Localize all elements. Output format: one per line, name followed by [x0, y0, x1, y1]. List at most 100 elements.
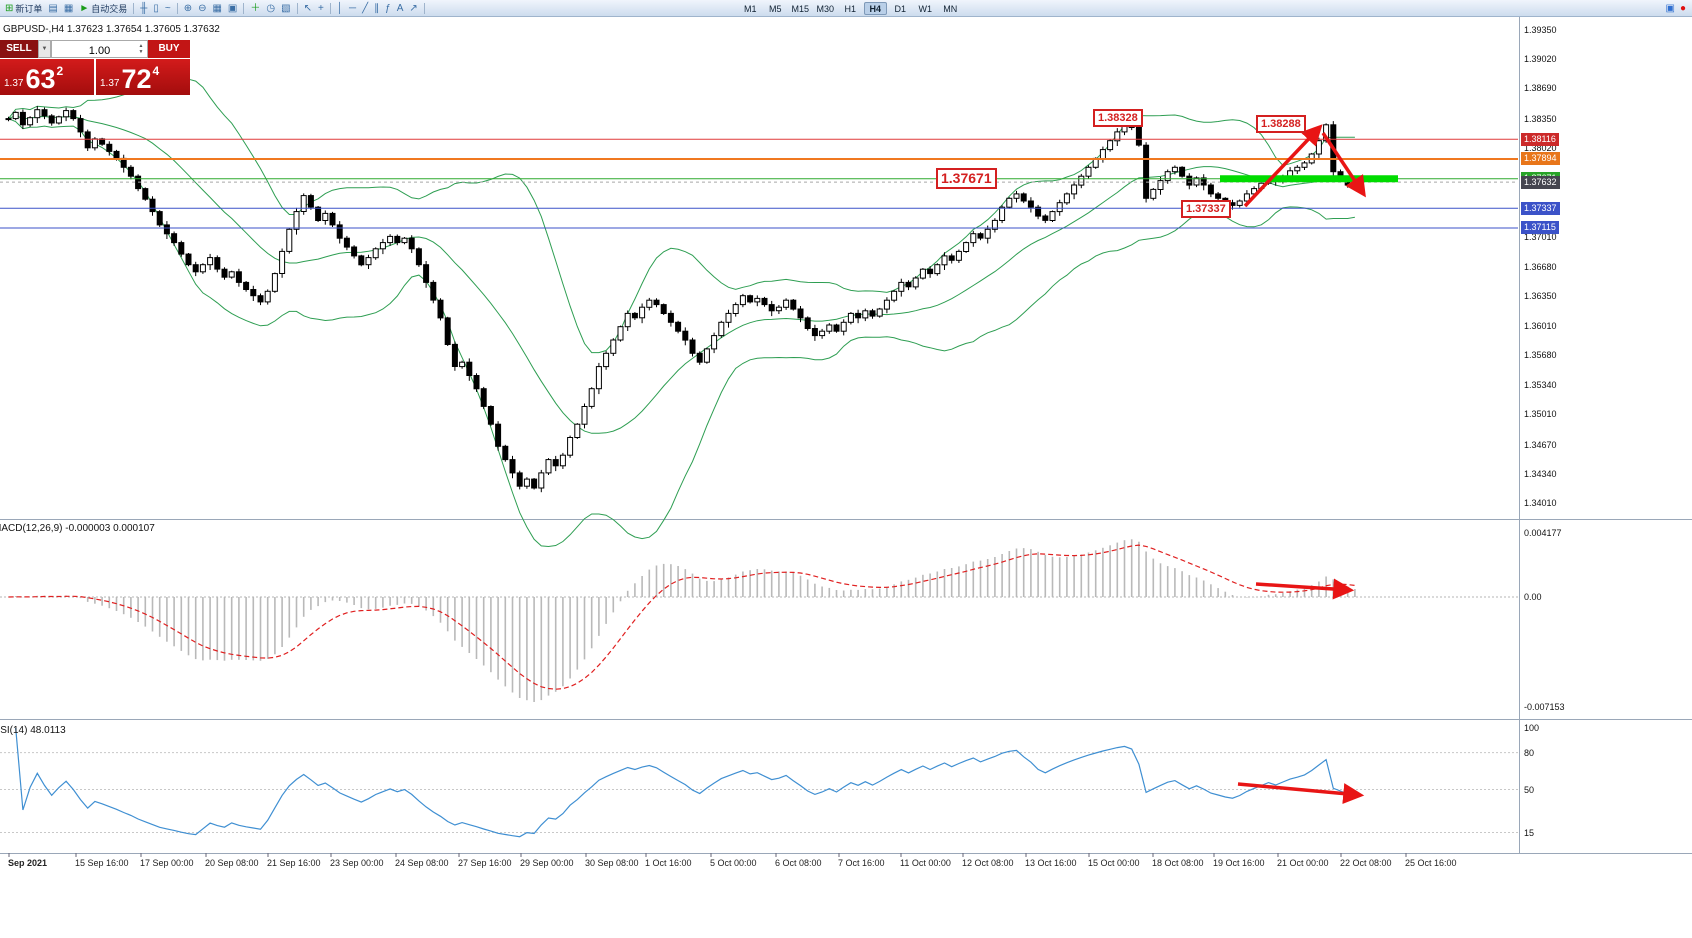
templates-icon[interactable]: ▧: [278, 1, 293, 16]
toolbar-separator: [296, 2, 298, 14]
horizontal-line-icon[interactable]: ─: [346, 1, 359, 16]
time-axis-label: 7 Oct 16:00: [838, 858, 885, 868]
toolbar-separator: [176, 2, 178, 14]
autotrading-button[interactable]: ► 自动交易: [76, 1, 130, 16]
price-axis-label: 1.34340: [1524, 468, 1557, 479]
price-annotation[interactable]: 1.38288: [1256, 115, 1306, 133]
text-label-icon: A: [396, 2, 404, 14]
toolbar-separator: [133, 2, 135, 14]
macd-signal-line: [8, 544, 1355, 690]
time-axis-label: 19 Oct 16:00: [1213, 858, 1265, 868]
price-axis-label: 1.38020: [1524, 142, 1557, 153]
profiles-icon[interactable]: ▦: [61, 1, 76, 16]
time-axis-label: 13 Oct 16:00: [1025, 858, 1077, 868]
status-panel-icon[interactable]: ▣: [1665, 2, 1675, 14]
time-axis-label: 30 Sep 08:00: [585, 858, 639, 868]
price-axis-label: 1.39350: [1524, 25, 1557, 35]
price-axis-label: 1.39020: [1524, 54, 1557, 65]
rsi-axis-label: 80: [1524, 747, 1535, 758]
toolbar-separator: [329, 2, 331, 14]
volume-value[interactable]: 1.00: [88, 45, 111, 57]
price-annotation[interactable]: 1.38328: [1093, 109, 1143, 127]
timeframe-m1[interactable]: M1: [744, 3, 757, 14]
arrows-tool-icon[interactable]: ↗: [406, 1, 420, 16]
text-label-icon[interactable]: A: [394, 1, 407, 16]
line-chart-icon: ~: [164, 2, 171, 14]
rsi-line: [15, 727, 1356, 838]
candlestick-chart-icon[interactable]: ▯: [150, 1, 162, 16]
toolbar-separator: [243, 2, 245, 14]
tile-windows-icon[interactable]: ▦: [209, 1, 224, 16]
price-axis-label: 1.35010: [1524, 409, 1557, 420]
time-axis-label: 18 Oct 08:00: [1152, 858, 1204, 868]
macd-axis-label: -0.007153: [1524, 701, 1565, 712]
price-annotation[interactable]: 1.37671: [936, 168, 997, 189]
charts-grid-icon[interactable]: ▤: [45, 1, 60, 16]
time-axis-label: 15 Sep 16:00: [75, 858, 129, 868]
zoom-in-icon[interactable]: ⊕: [181, 1, 195, 16]
trendline-icon: ╱: [362, 2, 369, 14]
crosshair-icon: +: [317, 2, 324, 14]
zoom-out-icon[interactable]: ⊖: [195, 1, 209, 16]
timeframe-m15[interactable]: M15: [791, 3, 810, 14]
toolbar-separator: [423, 2, 425, 14]
time-axis-label: 5 Oct 00:00: [710, 858, 757, 868]
price-axis-tag: 1.38116: [1521, 132, 1559, 146]
timeframe-m5[interactable]: M5: [769, 3, 782, 14]
time-axis-label: 15 Oct 00:00: [1088, 858, 1140, 868]
auto-arrange-icon: ▣: [227, 2, 238, 14]
volume-dropdown-icon[interactable]: ▼: [38, 40, 51, 58]
time-axis-label: 12 Oct 08:00: [962, 858, 1014, 868]
new-order-button-label: 新订单: [15, 3, 43, 14]
buy-button[interactable]: BUY: [148, 40, 190, 58]
bar-chart-icon[interactable]: ╫: [137, 1, 150, 16]
zoom-in-icon: ⊕: [183, 2, 193, 14]
timeframe-h1[interactable]: H1: [844, 3, 857, 14]
timeframe-h4[interactable]: H4: [863, 1, 887, 15]
sell-price-button[interactable]: 1.37 63 2: [0, 59, 94, 95]
toolbar-right-icons: ▣ ●: [1666, 3, 1691, 14]
cursor-icon[interactable]: ↖: [301, 1, 315, 16]
volume-spinner: ▲ ▼: [136, 42, 146, 56]
fibonacci-icon[interactable]: ƒ: [382, 1, 394, 16]
time-axis-label: 1 Oct 16:00: [645, 858, 692, 868]
trendline-icon[interactable]: ╱: [359, 1, 371, 16]
sell-button[interactable]: SELL: [0, 40, 38, 58]
timeframe-w1[interactable]: W1: [918, 3, 933, 14]
price-axis-label: 1.38350: [1524, 113, 1557, 124]
channel-icon[interactable]: ∥: [371, 1, 382, 16]
new-order-button[interactable]: ⊞ 新订单: [2, 1, 45, 16]
macd-axis-label: 0.00: [1524, 592, 1542, 602]
one-click-trading-panel: SELL ▼ 1.00 ▲ ▼ BUY 1.37 63 2 1.37 72 4: [0, 40, 190, 95]
time-axis-label: Sep 2021: [8, 858, 48, 868]
macd-label: MACD(12,26,9) -0.000003 0.000107: [0, 523, 155, 534]
price-annotation[interactable]: 1.37337: [1181, 200, 1231, 218]
cursor-icon: ↖: [303, 2, 312, 14]
time-axis-label: 20 Sep 08:00: [205, 858, 259, 868]
period-clock-icon: ◷: [266, 2, 276, 14]
fibonacci-icon: ƒ: [385, 2, 391, 14]
record-dot-icon[interactable]: ●: [1679, 2, 1686, 14]
tile-windows-icon: ▦: [212, 2, 222, 14]
spin-up-icon[interactable]: ▲: [138, 43, 144, 49]
add-indicator-icon[interactable]: ＋: [247, 1, 263, 16]
macd-histogram: [14, 539, 1356, 702]
buy-price-button[interactable]: 1.37 72 4: [96, 59, 190, 95]
period-clock-icon[interactable]: ◷: [263, 1, 278, 16]
toolbar: ⊞ 新订单 ▤ ▦ ► 自动交易 ╫ ▯ ~ ⊕ ⊖ ▦ ▣ ＋ ◷ ▧ ↖ + │ ─ ╱ ∥ ƒ A ↗ M1 M5 M15 M30…: [0, 0, 1692, 17]
timeframe-d1[interactable]: D1: [894, 3, 907, 14]
price-axis-label: 1.36680: [1524, 261, 1557, 272]
line-chart-icon[interactable]: ~: [162, 1, 174, 16]
trend-arrows[interactable]: [1237, 124, 1366, 805]
bar-chart-icon: ╫: [140, 2, 148, 14]
auto-arrange-icon[interactable]: ▣: [225, 1, 240, 16]
vertical-line-icon[interactable]: │: [334, 1, 346, 16]
spin-down-icon[interactable]: ▼: [138, 49, 144, 55]
volume-field[interactable]: 1.00 ▲ ▼: [51, 40, 148, 58]
price-axis-label: 1.35680: [1524, 350, 1557, 361]
crosshair-icon[interactable]: +: [315, 1, 327, 16]
timeframe-mn[interactable]: MN: [943, 3, 958, 14]
timeframe-m30[interactable]: M30: [816, 3, 835, 14]
